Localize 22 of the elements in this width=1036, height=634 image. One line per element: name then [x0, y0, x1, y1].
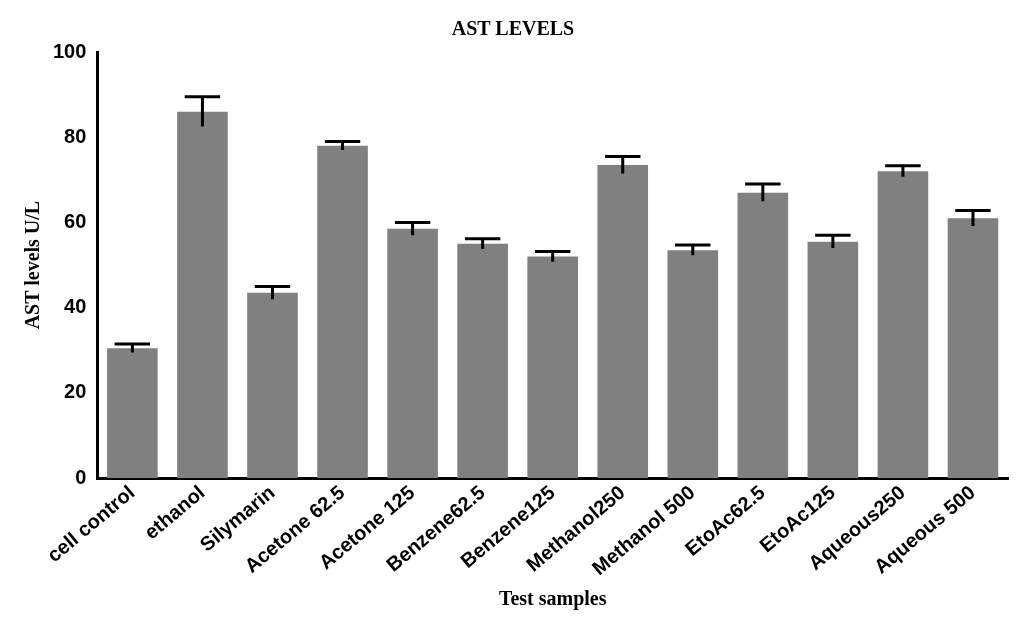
y-tick-label: 20	[64, 380, 87, 403]
bar	[387, 228, 438, 479]
bar	[667, 250, 719, 479]
bar	[247, 292, 298, 479]
bar	[737, 192, 789, 479]
y-tick-label: 40	[64, 295, 87, 318]
bar	[807, 241, 859, 479]
bar	[597, 164, 649, 479]
y-tick-label: 60	[64, 209, 87, 232]
y-tick-label: 100	[52, 39, 87, 62]
chart-title: AST LEVELS	[451, 17, 575, 40]
bar	[317, 145, 368, 479]
bar	[457, 243, 508, 479]
bar	[107, 348, 158, 479]
x-axis-title: Test samples	[498, 587, 607, 611]
y-tick-label: 80	[64, 124, 87, 147]
bar	[877, 171, 929, 479]
y-tick-label: 0	[75, 465, 87, 488]
bar	[947, 218, 999, 479]
bar	[177, 111, 228, 479]
y-axis-title: AST levels U/L	[21, 200, 44, 330]
bar	[527, 256, 578, 479]
